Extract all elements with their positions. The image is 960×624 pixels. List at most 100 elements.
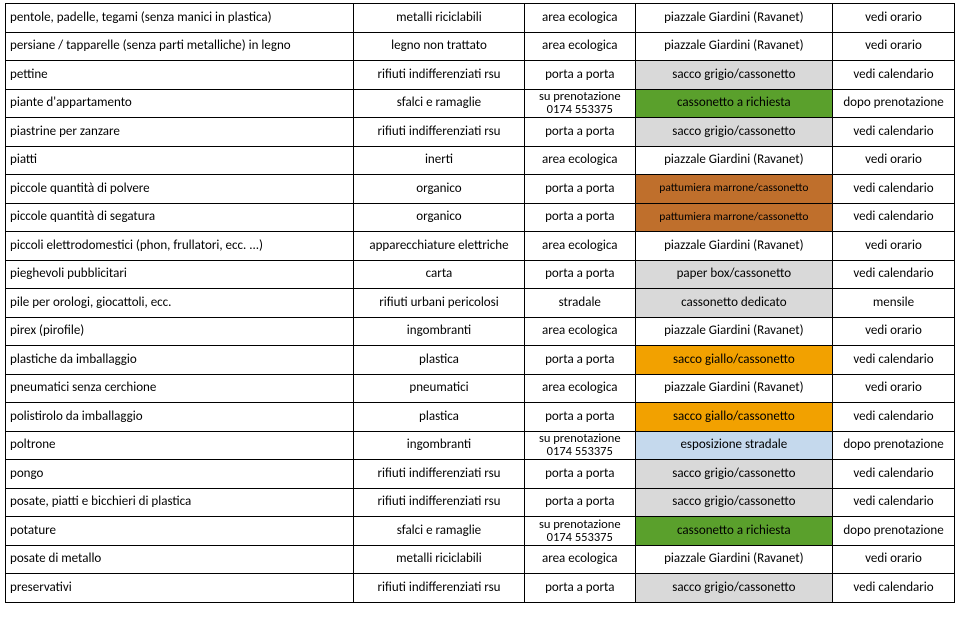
collection-mode: area ecologica xyxy=(524,4,635,33)
collection-mode: porta a porta xyxy=(524,460,635,489)
table-row: piattiinertiarea ecologicapiazzale Giard… xyxy=(6,146,955,175)
collection-mode: porta a porta xyxy=(524,118,635,147)
category: inerti xyxy=(354,146,525,175)
frequency: vedi calendario xyxy=(833,203,955,232)
collection-mode: su prenotazione 0174 553375 xyxy=(524,517,635,546)
collection-mode: area ecologica xyxy=(524,232,635,261)
item-name: persiane / tapparelle (senza parti metal… xyxy=(6,32,354,61)
frequency: vedi calendario xyxy=(833,175,955,204)
container: paper box/cassonetto xyxy=(635,260,832,289)
category: rifiuti indifferenziati rsu xyxy=(354,61,525,90)
collection-mode: stradale xyxy=(524,289,635,318)
table-row: persiane / tapparelle (senza parti metal… xyxy=(6,32,955,61)
table-row: pettinerifiuti indifferenziati rsuporta … xyxy=(6,61,955,90)
item-name: posate di metallo xyxy=(6,545,354,574)
frequency: mensile xyxy=(833,289,955,318)
table-row: pieghevoli pubblicitaricartaporta a port… xyxy=(6,260,955,289)
container: sacco grigio/cassonetto xyxy=(635,61,832,90)
waste-disposal-table: pentole, padelle, tegami (senza manici i… xyxy=(5,3,955,603)
collection-mode: porta a porta xyxy=(524,260,635,289)
collection-mode: su prenotazione 0174 553375 xyxy=(524,431,635,460)
table-row: posate, piatti e bicchieri di plasticari… xyxy=(6,488,955,517)
table-row: polistirolo da imballaggioplasticaporta … xyxy=(6,403,955,432)
item-name: piatti xyxy=(6,146,354,175)
item-name: pentole, padelle, tegami (senza manici i… xyxy=(6,4,354,33)
item-name: posate, piatti e bicchieri di plastica xyxy=(6,488,354,517)
table-row: pneumatici senza cerchionepneumaticiarea… xyxy=(6,374,955,403)
table-row: pongorifiuti indifferenziati rsuporta a … xyxy=(6,460,955,489)
collection-mode: porta a porta xyxy=(524,488,635,517)
category: metalli riciclabili xyxy=(354,4,525,33)
container: esposizione stradale xyxy=(635,431,832,460)
frequency: vedi calendario xyxy=(833,488,955,517)
item-name: piccole quantità di polvere xyxy=(6,175,354,204)
collection-mode: su prenotazione 0174 553375 xyxy=(524,89,635,118)
frequency: vedi calendario xyxy=(833,346,955,375)
collection-mode: area ecologica xyxy=(524,374,635,403)
frequency: dopo prenotazione xyxy=(833,517,955,546)
table-row: preservativirifiuti indifferenziati rsup… xyxy=(6,574,955,603)
table-row: piccole quantità di segaturaorganicoport… xyxy=(6,203,955,232)
category: rifiuti indifferenziati rsu xyxy=(354,488,525,517)
frequency: vedi calendario xyxy=(833,403,955,432)
category: carta xyxy=(354,260,525,289)
table-row: pirex (pirofile)ingombrantiarea ecologic… xyxy=(6,317,955,346)
container: sacco giallo/cassonetto xyxy=(635,403,832,432)
frequency: vedi calendario xyxy=(833,118,955,147)
table-row: pile per orologi, giocattoli, ecc.rifiut… xyxy=(6,289,955,318)
item-name: pneumatici senza cerchione xyxy=(6,374,354,403)
table-row: piccoli elettrodomestici (phon, frullato… xyxy=(6,232,955,261)
frequency: vedi orario xyxy=(833,4,955,33)
frequency: vedi orario xyxy=(833,32,955,61)
category: rifiuti indifferenziati rsu xyxy=(354,460,525,489)
container: sacco grigio/cassonetto xyxy=(635,488,832,517)
category: plastica xyxy=(354,403,525,432)
container: piazzale Giardini (Ravanet) xyxy=(635,317,832,346)
item-name: preservativi xyxy=(6,574,354,603)
collection-mode: porta a porta xyxy=(524,61,635,90)
category: apparecchiature elettriche xyxy=(354,232,525,261)
item-name: pieghevoli pubblicitari xyxy=(6,260,354,289)
category: plastica xyxy=(354,346,525,375)
container: piazzale Giardini (Ravanet) xyxy=(635,4,832,33)
container: sacco giallo/cassonetto xyxy=(635,346,832,375)
collection-mode: area ecologica xyxy=(524,545,635,574)
frequency: dopo prenotazione xyxy=(833,89,955,118)
category: sfalci e ramaglie xyxy=(354,517,525,546)
container: piazzale Giardini (Ravanet) xyxy=(635,232,832,261)
table-row: piante d'appartamentosfalci e ramagliesu… xyxy=(6,89,955,118)
category: organico xyxy=(354,203,525,232)
frequency: vedi calendario xyxy=(833,460,955,489)
item-name: plastiche da imballaggio xyxy=(6,346,354,375)
table-row: potaturesfalci e ramagliesu prenotazione… xyxy=(6,517,955,546)
item-name: piante d'appartamento xyxy=(6,89,354,118)
frequency: vedi orario xyxy=(833,232,955,261)
category: sfalci e ramaglie xyxy=(354,89,525,118)
container: pattumiera marrone/cassonetto xyxy=(635,203,832,232)
collection-mode: area ecologica xyxy=(524,317,635,346)
category: legno non trattato xyxy=(354,32,525,61)
table-row: posate di metallometalli riciclabiliarea… xyxy=(6,545,955,574)
frequency: vedi orario xyxy=(833,545,955,574)
container: piazzale Giardini (Ravanet) xyxy=(635,32,832,61)
category: rifiuti indifferenziati rsu xyxy=(354,118,525,147)
item-name: piccoli elettrodomestici (phon, frullato… xyxy=(6,232,354,261)
frequency: vedi orario xyxy=(833,146,955,175)
frequency: vedi calendario xyxy=(833,260,955,289)
container: cassonetto a richiesta xyxy=(635,89,832,118)
category: rifiuti urbani pericolosi xyxy=(354,289,525,318)
collection-mode: porta a porta xyxy=(524,346,635,375)
item-name: piastrine per zanzare xyxy=(6,118,354,147)
category: pneumatici xyxy=(354,374,525,403)
table-row: piastrine per zanzarerifiuti indifferenz… xyxy=(6,118,955,147)
collection-mode: porta a porta xyxy=(524,574,635,603)
category: ingombranti xyxy=(354,317,525,346)
collection-mode: porta a porta xyxy=(524,403,635,432)
container: cassonetto dedicato xyxy=(635,289,832,318)
table-row: pentole, padelle, tegami (senza manici i… xyxy=(6,4,955,33)
item-name: pile per orologi, giocattoli, ecc. xyxy=(6,289,354,318)
frequency: dopo prenotazione xyxy=(833,431,955,460)
container: sacco grigio/cassonetto xyxy=(635,118,832,147)
category: organico xyxy=(354,175,525,204)
table-row: poltroneingombrantisu prenotazione 0174 … xyxy=(6,431,955,460)
